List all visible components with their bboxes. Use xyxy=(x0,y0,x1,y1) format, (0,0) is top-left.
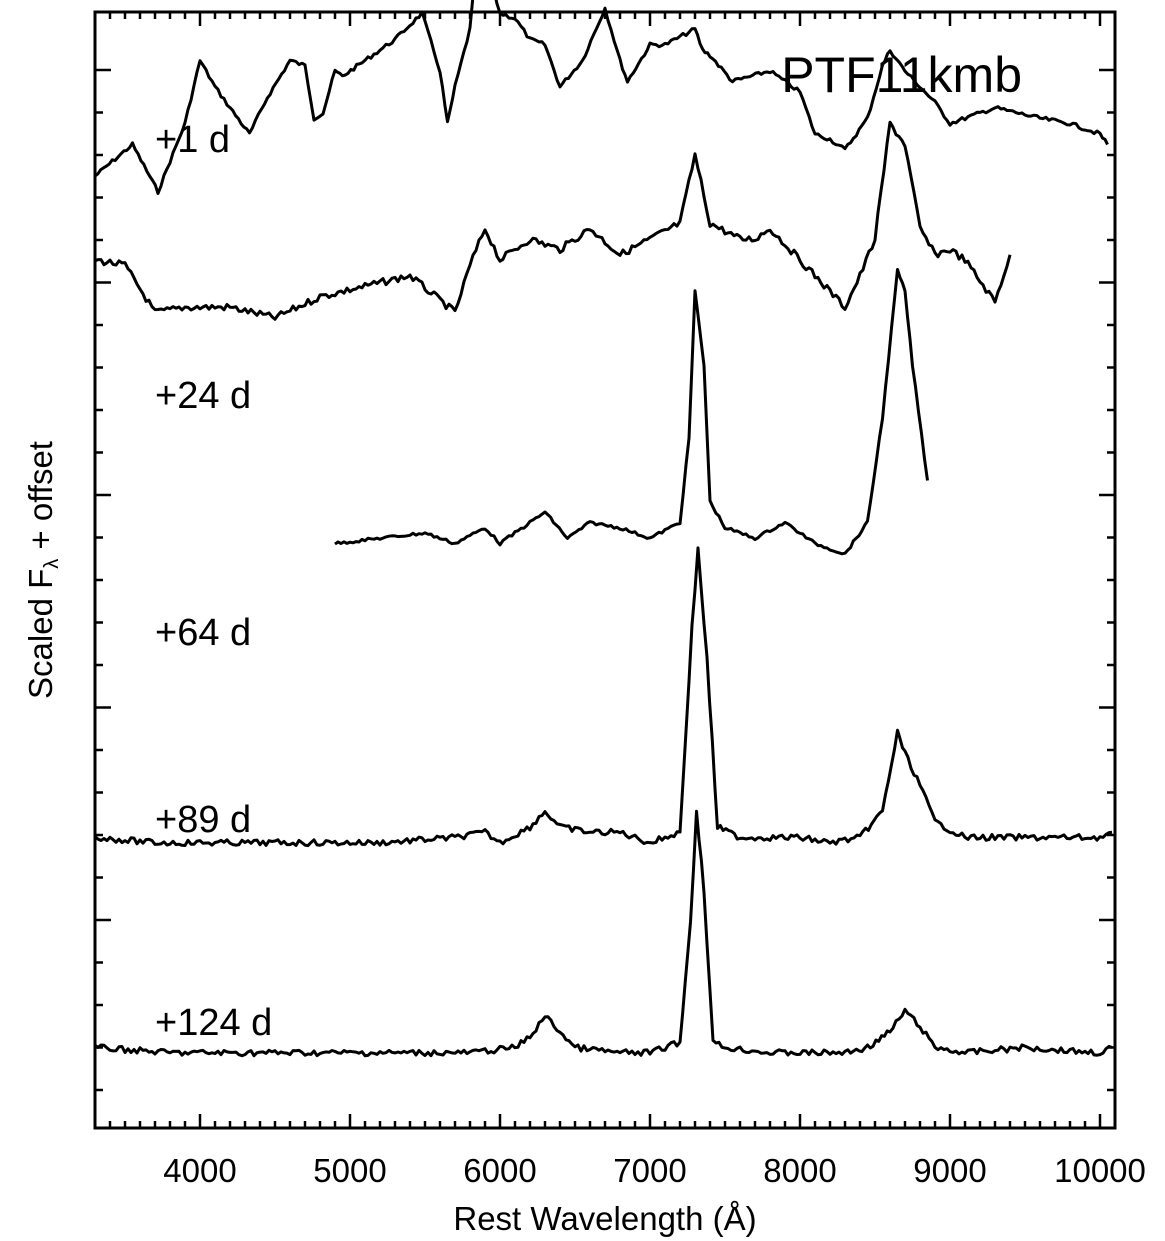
x-tick-label: 9000 xyxy=(913,1152,986,1189)
axis-ticks xyxy=(95,12,1117,1128)
series-line xyxy=(94,120,1012,321)
series-line xyxy=(94,809,1113,1058)
x-tick-label: 8000 xyxy=(763,1152,836,1189)
x-tick-label: 6000 xyxy=(463,1152,536,1189)
x-axis-label: Rest Wavelength (Å) xyxy=(453,1200,756,1237)
series-line xyxy=(94,546,1113,848)
series-label: +1 d xyxy=(155,119,230,161)
plot-frame xyxy=(93,10,1117,1130)
x-tick-labels: 4000 5000 6000 7000 8000 9000 10000 xyxy=(163,1152,1146,1189)
x-tick-label: 7000 xyxy=(613,1152,686,1189)
x-tick-label: 4000 xyxy=(163,1152,236,1189)
series-label: +124 d xyxy=(155,1002,272,1044)
y-axis-label-main: Scaled F xyxy=(22,569,59,699)
epoch-labels: +1 d +24 d +64 d +89 d +124 d xyxy=(155,119,272,1044)
y-axis-label-subscript: λ xyxy=(41,559,63,569)
series-label: +64 d xyxy=(155,612,251,654)
chart-title: PTF11kmb xyxy=(781,47,1022,103)
series-group xyxy=(94,0,1113,1058)
series-line xyxy=(94,0,1109,195)
y-axis-label: Scaled Fλ + offset xyxy=(22,441,63,699)
series-label: +24 d xyxy=(155,375,251,417)
series-label: +89 d xyxy=(155,799,251,841)
y-axis-label-suffix: + offset xyxy=(22,441,59,559)
x-tick-label: 10000 xyxy=(1054,1152,1146,1189)
x-tick-label: 5000 xyxy=(313,1152,386,1189)
series-line xyxy=(334,268,929,556)
